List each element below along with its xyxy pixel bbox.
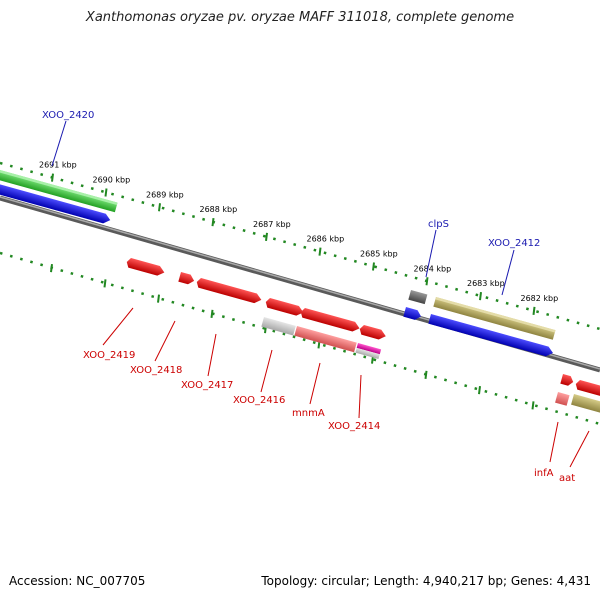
- label-mnma: mnmA: [292, 408, 325, 419]
- gene-xoo-2416[interactable]: [264, 297, 304, 317]
- label-xoo-2412: XOO_2412: [488, 238, 540, 249]
- label-leaders: [51, 120, 590, 468]
- tick-label: 2685 kbp: [360, 249, 398, 258]
- label-xoo-2416: XOO_2416: [233, 395, 285, 406]
- label-xoo-2419: XOO_2419: [83, 350, 135, 361]
- lower-tick-mark: [531, 401, 535, 410]
- gene-reverse-small-blue[interactable]: [403, 307, 422, 321]
- label-xoo-2418: XOO_2418: [130, 365, 182, 376]
- upper-tick-mark: [425, 277, 429, 286]
- gene-xoo-2414-rna[interactable]: [355, 343, 382, 360]
- upper-tick-mark: [372, 262, 375, 271]
- gene-xoo-2417[interactable]: [195, 277, 262, 305]
- upper-tick-mark: [158, 203, 161, 212]
- tick-label: 2682 kbp: [521, 294, 559, 303]
- gene-mnma-rna[interactable]: [294, 326, 357, 353]
- tick-label: 2689 kbp: [146, 190, 184, 199]
- lower-tick-mark: [210, 309, 214, 318]
- gene-xoo-2419[interactable]: [125, 257, 165, 277]
- upper-tick-mark: [265, 232, 268, 241]
- upper-tick-mark: [211, 217, 215, 227]
- tick-label: 2688 kbp: [200, 205, 238, 214]
- upper-tick-mark: [532, 306, 536, 316]
- label-xoo-2420: XOO_2420: [42, 110, 94, 121]
- gene-xoo-2414[interactable]: [358, 324, 387, 341]
- gene-reverse-left-blue[interactable]: [0, 183, 112, 225]
- gene-xoo-2412-reverse[interactable]: [428, 314, 554, 358]
- tick-label: 2683 kbp: [467, 279, 505, 288]
- label-clps: clpS: [428, 219, 449, 230]
- lower-tick-mark: [103, 279, 107, 288]
- label-xoo-2414: XOO_2414: [328, 421, 380, 432]
- gene-xoo-2416-rna[interactable]: [261, 317, 296, 336]
- label-infa: infA: [534, 468, 554, 479]
- accession-text: Accession: NC_007705: [9, 574, 146, 588]
- upper-tick-mark: [51, 173, 54, 182]
- tick-label: 2686 kbp: [307, 235, 345, 244]
- upper-tick-mark: [104, 188, 108, 197]
- gene-xoo-2412-forward[interactable]: [433, 297, 556, 340]
- tick-label: 2684 kbp: [414, 264, 452, 273]
- gene-xoo-2420-forward[interactable]: [0, 164, 118, 213]
- gene-xoo-2418[interactable]: [178, 272, 195, 286]
- tick-label: 2690 kbp: [93, 175, 131, 184]
- upper-tick-mark: [479, 291, 482, 301]
- label-aat: aat: [559, 473, 575, 484]
- tick-label: 2691 kbp: [39, 161, 77, 170]
- gene-aat-forward[interactable]: [571, 394, 600, 416]
- gene-infa-rna[interactable]: [555, 392, 570, 406]
- gene-mnma[interactable]: [299, 307, 360, 333]
- genome-summary-text: Topology: circular; Length: 4,940,217 bp…: [261, 574, 591, 588]
- upper-tick-mark: [318, 247, 322, 256]
- gene-red-right[interactable]: [574, 379, 600, 398]
- lower-tick-mark: [157, 294, 160, 303]
- tick-label: 2687 kbp: [253, 220, 291, 229]
- gene-clps-forward[interactable]: [408, 290, 428, 305]
- lower-tick-mark: [478, 385, 481, 395]
- scale-ticks: 2691 kbp 2690 kbp 2689 kbp 2688 kbp 2687 kbp…: [39, 161, 558, 410]
- map-title: Xanthomonas oryzae pv. oryzae MAFF 31101…: [85, 10, 515, 25]
- label-xoo-2417: XOO_2417: [181, 380, 233, 391]
- lower-tick-mark: [50, 263, 53, 273]
- gene-infa-red[interactable]: [560, 374, 574, 387]
- lower-tick-mark: [424, 370, 428, 379]
